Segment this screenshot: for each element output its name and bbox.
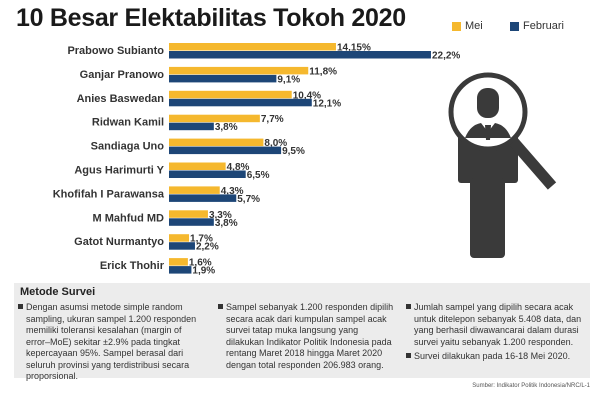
category-label: Ridwan Kamil: [92, 117, 164, 129]
method-note: Survei dilakukan pada 16-18 Mei 2020.: [406, 351, 588, 363]
bar-februari: [169, 51, 431, 59]
category-label: Anies Baswedan: [77, 93, 165, 105]
category-label: Khofifah I Parawansa: [53, 188, 165, 200]
data-label: 1,9%: [192, 266, 215, 277]
chart-title: 10 Besar Elektabilitas Tokoh 2020: [16, 4, 406, 32]
bar-februari: [169, 122, 214, 131]
bar-februari: [169, 242, 195, 250]
bar-chart: Prabowo Subianto 14,15% 22,2% Ganjar Pranow…: [53, 43, 557, 277]
bar-mei: [169, 234, 190, 242]
data-label: 10,4%: [293, 90, 321, 101]
legend-swatch-februari: [510, 21, 519, 31]
legend-label-februari: Februari: [523, 20, 564, 32]
data-label: 11,8%: [309, 66, 337, 77]
data-label: 12,1%: [313, 98, 341, 109]
method-note: Sampel sebanyak 1.200 responden dipilih …: [218, 302, 398, 371]
bar-mei: [169, 186, 220, 194]
category-label: Gatot Nurmantyo: [74, 236, 164, 248]
source-note: Sumber: Indikator Politik Indonesia/NRC/…: [472, 383, 590, 389]
data-label: 7,7%: [261, 114, 284, 125]
data-label: 2,2%: [196, 242, 219, 253]
category-label: Sandiaga Uno: [91, 141, 165, 153]
category-label: Ganjar Pranowo: [80, 69, 165, 81]
survey-method-panel: Metode Survei Dengan asumsi metode simpl…: [14, 283, 590, 381]
category-label: Prabowo Subianto: [67, 45, 164, 57]
bar-mei: [169, 258, 188, 266]
legend-item-februari: Februari: [510, 20, 564, 32]
data-label: 3,8%: [215, 218, 238, 229]
bar-mei: [169, 90, 292, 99]
bar-februari: [169, 74, 277, 83]
bar-februari: [169, 98, 312, 107]
data-label: 1,6%: [189, 258, 212, 269]
data-label: 14,15%: [337, 43, 371, 54]
person-magnifier-icon: [448, 72, 557, 258]
bar-februari: [169, 146, 282, 155]
bar-mei: [169, 114, 260, 123]
bar-mei: [169, 162, 226, 170]
data-label: 9,1%: [277, 74, 300, 85]
data-label: 6,5%: [247, 170, 270, 181]
bar-februari: [169, 170, 246, 178]
legend-label-mei: Mei: [465, 20, 483, 32]
bar-februari: [169, 218, 214, 226]
data-label: 4,3%: [221, 186, 244, 197]
category-label: Agus Harimurti Y: [74, 165, 164, 177]
data-label: 3,3%: [209, 210, 232, 221]
legend-item-mei: Mei: [452, 20, 483, 32]
bar-februari: [169, 194, 237, 202]
method-column-2: Sampel sebanyak 1.200 responden dipilih …: [218, 302, 398, 374]
category-label: Erick Thohir: [100, 260, 165, 272]
data-label: 9,5%: [282, 146, 305, 157]
bar-mei: [169, 43, 336, 51]
data-label: 22,2%: [432, 51, 460, 62]
category-label: M Mahfud MD: [93, 212, 165, 224]
bar-februari: [169, 266, 192, 274]
method-note: Jumlah sampel yang dipilih secara acak u…: [406, 302, 588, 348]
data-label: 5,7%: [237, 194, 260, 205]
method-title: Metode Survei: [20, 286, 96, 298]
method-note: Dengan asumsi metode simple random sampl…: [18, 302, 208, 383]
data-label: 3,8%: [215, 122, 238, 133]
method-column-3: Jumlah sampel yang dipilih secara acak u…: [406, 302, 588, 366]
bar-mei: [169, 210, 208, 218]
legend-swatch-mei: [452, 21, 461, 31]
method-column-1: Dengan asumsi metode simple random sampl…: [18, 302, 208, 386]
data-label: 4,8%: [227, 162, 250, 173]
data-label: 8,0%: [264, 138, 287, 149]
bar-mei: [169, 138, 264, 147]
data-label: 1,7%: [190, 234, 213, 245]
bar-mei: [169, 66, 309, 75]
